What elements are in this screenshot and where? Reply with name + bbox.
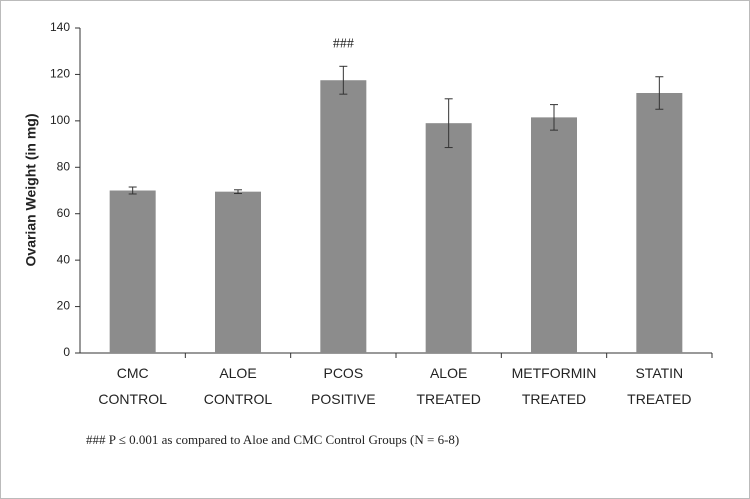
error-bar	[339, 65, 348, 95]
bar	[320, 80, 367, 353]
bar	[531, 117, 577, 353]
y-axis-label: Ovarian Weight (in mg)	[23, 114, 39, 267]
y-tick-label: 60	[57, 206, 71, 220]
bar	[636, 93, 683, 353]
x-tick-label: METFORMIN TREATED	[511, 365, 597, 407]
bar	[215, 191, 261, 353]
error-bar	[234, 189, 242, 195]
bar	[109, 190, 156, 353]
x-tick-label: ALOE TREATED	[416, 365, 481, 407]
x-tick-label: CMC CONTROL	[98, 365, 167, 407]
bar	[425, 123, 472, 353]
x-tick-label: PCOS POSITIVE	[311, 365, 376, 407]
y-tick-label: 80	[57, 159, 71, 173]
error-bar	[128, 186, 137, 195]
error-bar	[655, 76, 664, 110]
annotation: ###	[333, 37, 354, 52]
error-bar	[550, 104, 558, 131]
y-tick-label: 140	[50, 20, 70, 34]
y-tick-label: 40	[57, 252, 71, 266]
y-tick-label: 100	[50, 113, 70, 127]
y-tick-label: 20	[57, 299, 71, 313]
x-tick-label: STATIN TREATED	[627, 365, 692, 407]
y-tick-label: 120	[50, 67, 70, 81]
x-tick-label: ALOE CONTROL	[203, 365, 273, 407]
footnote: ### P ≤ 0.001 as compared to Aloe and CM…	[86, 432, 460, 447]
y-tick-label: 0	[63, 345, 70, 359]
error-bar	[444, 98, 453, 149]
